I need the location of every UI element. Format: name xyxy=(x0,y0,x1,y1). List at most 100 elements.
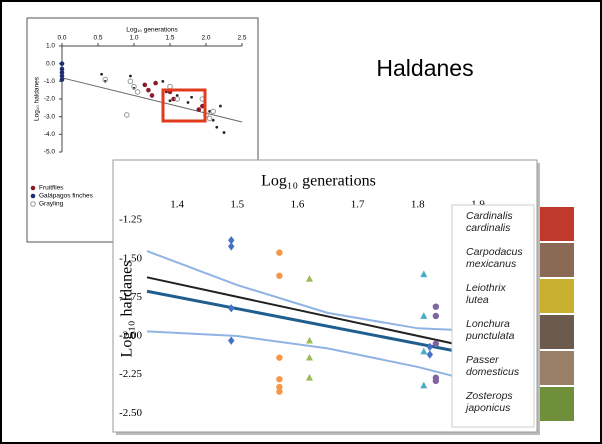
legend-box xyxy=(451,204,535,428)
bird-photo xyxy=(540,243,574,277)
y-tick-label: -5.0 xyxy=(44,149,56,156)
x-tick-label: 1.6 xyxy=(291,199,305,211)
marker xyxy=(127,78,134,85)
marker xyxy=(426,350,434,359)
fit-line xyxy=(146,250,491,333)
x-tick-label: 1.7 xyxy=(351,199,365,211)
chart-small: Log₁₀ generations Log₁₀ haldanes 0.0 0.5 1.0… xyxy=(30,27,247,208)
legend-label: Carpodacus mexicanus xyxy=(466,246,523,270)
bird-photo xyxy=(540,207,574,241)
marker xyxy=(206,115,213,122)
marker xyxy=(59,70,65,75)
legend-label: Cardinalis cardinalis xyxy=(466,210,513,234)
marker xyxy=(59,73,65,79)
y-tick-label: -2.25 xyxy=(119,368,142,380)
marker xyxy=(190,95,193,99)
marker xyxy=(124,112,130,118)
slide-title: Haldanes xyxy=(376,55,473,81)
marker xyxy=(186,101,190,104)
marker xyxy=(129,74,132,78)
bird-photo xyxy=(540,315,574,349)
marker xyxy=(174,96,180,102)
bird-photo xyxy=(540,387,574,421)
y-tick-label: -1.25 xyxy=(119,214,142,226)
fit-line xyxy=(146,330,491,387)
y-tick-label: -2.00 xyxy=(119,330,142,342)
marker xyxy=(168,99,172,103)
marker xyxy=(432,312,440,320)
marker xyxy=(420,347,428,355)
marker xyxy=(305,275,313,282)
x-tick-label: 0.0 xyxy=(57,35,66,42)
x-tick-label: 2.0 xyxy=(201,35,210,42)
x-tick-label: 0.5 xyxy=(93,35,102,42)
fit-line xyxy=(146,289,491,360)
marker xyxy=(208,109,211,113)
legend-label: Grayling xyxy=(39,201,64,208)
y-tick-label: -1.0 xyxy=(44,78,56,85)
legend-label: Leiothrix lutea xyxy=(466,282,506,306)
marker xyxy=(219,104,222,108)
marker xyxy=(420,381,428,389)
marker xyxy=(30,193,36,199)
marker xyxy=(161,79,165,83)
legend-label: Passer domesticus xyxy=(466,354,520,378)
marker xyxy=(305,373,313,381)
x-axis-title: Log₁₀ generations xyxy=(261,173,376,190)
marker xyxy=(131,83,137,90)
marker xyxy=(59,77,65,82)
marker xyxy=(276,249,283,256)
marker xyxy=(30,201,36,207)
fit-line xyxy=(146,276,491,353)
marker xyxy=(228,242,235,251)
marker xyxy=(228,304,235,313)
marker xyxy=(276,388,283,395)
marker xyxy=(228,336,235,345)
marker xyxy=(149,93,155,98)
x-tick-label: 1.5 xyxy=(230,199,244,211)
fit-line xyxy=(61,77,243,123)
marker xyxy=(426,342,434,352)
marker xyxy=(276,354,283,361)
marker xyxy=(146,87,151,93)
y-tick-label: 0.0 xyxy=(46,60,55,67)
y-axis-title: Log₁₀ haldanes xyxy=(119,261,136,358)
bird-photo xyxy=(540,279,574,313)
legend-label: Fruitflies xyxy=(39,185,64,192)
marker xyxy=(276,376,283,383)
marker xyxy=(432,377,440,385)
marker xyxy=(222,131,226,134)
x-tick-label: 1.4 xyxy=(170,199,184,211)
y-tick-label: -2.0 xyxy=(44,96,56,103)
x-tick-label: 1.8 xyxy=(411,199,425,211)
legend-label: Zosterops japonicus xyxy=(466,390,513,414)
marker xyxy=(420,312,428,319)
marker xyxy=(196,107,202,112)
marker xyxy=(305,336,313,344)
y-tick-label: -1.50 xyxy=(119,252,142,264)
y-tick-label: -2.50 xyxy=(119,407,142,419)
marker xyxy=(215,125,219,129)
marker xyxy=(211,118,215,122)
marker xyxy=(100,72,103,76)
x-axis-title: Log₁₀ generations xyxy=(126,27,178,34)
marker xyxy=(59,66,65,72)
x-tick-label: 1.5 xyxy=(165,35,174,42)
legend-label: Lonchura punctulata xyxy=(466,318,515,342)
marker xyxy=(228,236,235,245)
marker xyxy=(210,108,216,115)
x-tick-label: 2.5 xyxy=(237,35,246,42)
marker xyxy=(134,89,141,95)
legend-label: Galápagos finches xyxy=(39,193,94,200)
y-tick-label: -3.0 xyxy=(44,113,56,120)
marker xyxy=(432,303,440,310)
y-tick-label: 1.0 xyxy=(46,43,55,50)
marker xyxy=(276,383,283,391)
highlight-box xyxy=(161,88,207,123)
marker xyxy=(276,272,283,279)
y-axis-title: Log₁₀ haldanes xyxy=(34,76,41,121)
marker xyxy=(432,340,440,347)
marker xyxy=(175,94,179,97)
